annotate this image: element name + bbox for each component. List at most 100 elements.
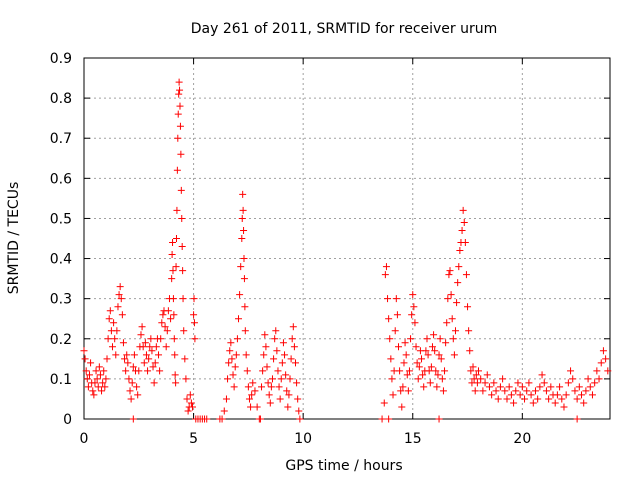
- data-point: [473, 379, 481, 387]
- data-point: [261, 331, 269, 339]
- data-point: [432, 367, 440, 375]
- data-point: [289, 323, 297, 331]
- data-point: [247, 403, 255, 411]
- data-point: [113, 327, 121, 335]
- data-point: [514, 379, 522, 387]
- data-point: [124, 359, 132, 367]
- data-point: [464, 303, 472, 311]
- data-point: [385, 315, 393, 323]
- data-point: [282, 371, 290, 379]
- data-point: [518, 383, 526, 391]
- data-point: [397, 387, 405, 395]
- data-point: [272, 327, 280, 335]
- data-point: [459, 206, 467, 214]
- data-point: [116, 283, 124, 291]
- data-point: [454, 279, 462, 287]
- data-point: [84, 383, 92, 391]
- data-point: [461, 239, 469, 247]
- data-point: [133, 383, 141, 391]
- y-tick-label: 0.9: [50, 51, 72, 67]
- data-point: [499, 375, 507, 383]
- y-tick-label: 0.5: [50, 211, 72, 227]
- data-point: [235, 315, 243, 323]
- data-point: [239, 190, 247, 198]
- data-point: [529, 399, 537, 407]
- data-point: [177, 150, 185, 158]
- data-point: [542, 387, 550, 395]
- data-point: [270, 355, 278, 363]
- data-point: [488, 391, 496, 399]
- data-point: [220, 407, 228, 415]
- data-point: [475, 367, 482, 375]
- data-point: [190, 319, 198, 327]
- data-point: [584, 375, 592, 383]
- data-point: [239, 206, 247, 214]
- data-point: [168, 251, 176, 259]
- data-point: [178, 214, 186, 222]
- y-tick-label: 0: [63, 412, 72, 428]
- data-point: [119, 339, 127, 347]
- data-point: [288, 335, 296, 343]
- data-point: [176, 102, 184, 110]
- y-tick-label: 0.2: [50, 332, 72, 348]
- data-point: [203, 415, 211, 423]
- data-point: [387, 355, 395, 363]
- data-point: [294, 395, 302, 403]
- data-point: [573, 415, 581, 423]
- data-point: [183, 395, 191, 403]
- data-point: [512, 387, 520, 395]
- data-point: [588, 391, 596, 399]
- data-point: [85, 371, 93, 379]
- data-point: [281, 351, 289, 359]
- data-point: [240, 226, 248, 234]
- data-point: [477, 375, 485, 383]
- data-point: [226, 347, 234, 355]
- data-point: [101, 383, 109, 391]
- data-point: [82, 367, 90, 375]
- data-point: [241, 327, 249, 335]
- data-point: [405, 367, 413, 375]
- data-point: [251, 387, 259, 395]
- data-point: [92, 367, 100, 375]
- data-point: [155, 351, 163, 359]
- data-point: [462, 271, 470, 279]
- data-point: [284, 403, 292, 411]
- data-point: [126, 387, 134, 395]
- data-point: [267, 383, 275, 391]
- data-point: [496, 383, 504, 391]
- data-point: [230, 383, 238, 391]
- x-axis-label: GPS time / hours: [285, 458, 402, 474]
- data-point: [456, 247, 464, 255]
- data-point: [172, 263, 180, 271]
- data-point: [505, 383, 513, 391]
- data-point: [173, 166, 181, 174]
- data-point: [395, 343, 403, 351]
- data-point: [237, 263, 245, 271]
- x-tick-label: 20: [513, 431, 531, 447]
- data-point: [236, 291, 244, 299]
- data-point: [229, 371, 237, 379]
- data-point: [285, 391, 293, 399]
- data-point: [597, 359, 605, 367]
- data-point: [571, 387, 579, 395]
- data-point: [553, 391, 561, 399]
- data-point: [248, 391, 256, 399]
- data-point: [494, 395, 502, 403]
- data-point: [259, 367, 267, 375]
- data-point: [527, 391, 535, 399]
- data-point: [111, 335, 119, 343]
- data-point: [115, 291, 123, 299]
- data-point: [96, 371, 104, 379]
- data-point: [386, 335, 394, 343]
- data-point: [168, 275, 176, 283]
- data-point: [172, 235, 180, 242]
- data-point: [404, 387, 412, 395]
- data-point: [401, 339, 409, 347]
- data-point: [83, 375, 91, 383]
- data-point: [510, 399, 518, 407]
- data-point: [451, 327, 459, 335]
- data-point: [602, 355, 610, 363]
- data-point: [176, 86, 184, 94]
- data-point: [392, 295, 400, 303]
- data-point: [558, 395, 566, 403]
